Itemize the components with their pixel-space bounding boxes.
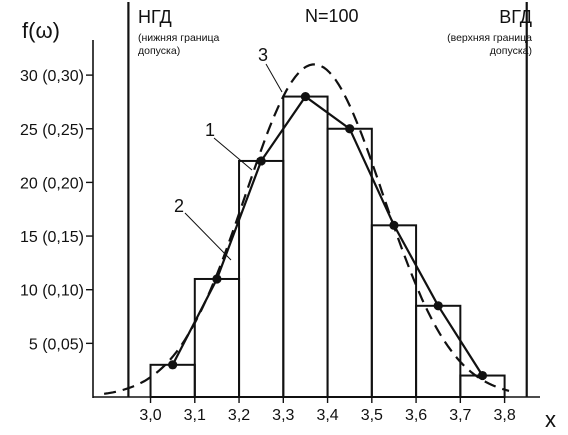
bars-layer [149, 95, 506, 399]
curve-layer [103, 63, 510, 395]
x-tick-label-5: 3,5 [361, 407, 383, 424]
x-tick-label-8: 3,8 [493, 407, 515, 424]
limits-layer [127, 2, 528, 397]
normal-curve [103, 63, 510, 395]
x-tick-label-1: 3,1 [184, 407, 206, 424]
series-1-number: 1 [205, 120, 215, 140]
y-tick-label-1: 10 (0,10) [20, 283, 84, 300]
y-tick-label-0: 5 (0,05) [29, 336, 84, 353]
x-tick-label-2: 3,2 [228, 407, 250, 424]
polygon-point-7 [477, 370, 488, 381]
y-tick-label-4: 25 (0,25) [20, 122, 84, 139]
upper-limit-note-line1: (верхняя граница [447, 32, 532, 44]
y-tick-label-2: 15 (0,15) [20, 229, 84, 246]
sample-size-label: N=100 [305, 6, 359, 26]
lower-limit-note-line1: (нижняя граница [138, 32, 219, 44]
histogram-bar-3 [282, 95, 329, 398]
polygon-point-2 [256, 156, 266, 166]
x-tick-label-7: 3,7 [449, 407, 471, 424]
polygon-point-0 [168, 360, 178, 370]
ticks-layer: 5 (0,05) 10 (0,10) 15 (0,15) 20 (0,20) 25 (0… [20, 68, 516, 424]
x-tick-label-3: 3,3 [272, 407, 294, 424]
x-tick-label-4: 3,4 [316, 407, 338, 424]
x-tick-label-0: 3,0 [139, 407, 161, 424]
polygon-point-1 [212, 274, 222, 284]
x-tick-label-6: 3,6 [405, 407, 427, 424]
polygon-point-6 [433, 301, 443, 311]
histogram-bar-5 [370, 224, 418, 398]
lower-limit-note-line2: допуска) [138, 45, 180, 57]
polygon-point-3 [300, 91, 311, 102]
polygon-layer [168, 91, 488, 381]
lower-limit-label: НГД [138, 7, 172, 27]
x-axis-label: x [545, 407, 556, 432]
polygon-point-5 [389, 220, 399, 230]
y-axis-label: f(ω) [22, 18, 60, 43]
y-tick-label-3: 20 (0,20) [20, 175, 84, 192]
series-3-pointer [265, 63, 283, 93]
series-3-number: 3 [258, 45, 268, 65]
upper-limit-note-line2: допуска) [490, 45, 532, 57]
histogram-bar-0 [149, 363, 196, 399]
frequency-polygon [171, 95, 484, 377]
histogram-bar-1 [193, 277, 241, 398]
upper-limit-label: ВГД [499, 7, 532, 27]
y-tick-label-5: 30 (0,30) [20, 68, 84, 85]
series-1-pointer [213, 137, 253, 171]
histogram-bar-6 [415, 304, 462, 399]
polygon-point-4 [345, 124, 355, 134]
histogram-bar-4 [326, 127, 373, 399]
series-2-pointer [184, 212, 232, 261]
series-2-number: 2 [174, 196, 184, 216]
